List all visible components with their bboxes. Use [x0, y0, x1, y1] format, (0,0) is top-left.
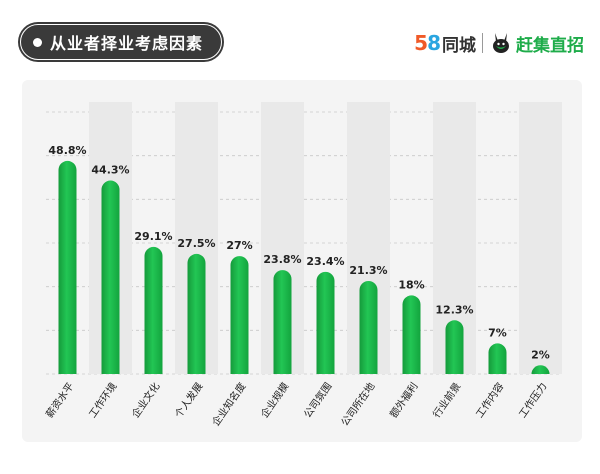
bar	[402, 295, 421, 374]
category-label: 公司氛围	[301, 380, 335, 420]
category-label: 行业前景	[430, 380, 464, 420]
logo-divider	[482, 33, 483, 53]
category-label: 企业规模	[258, 380, 292, 420]
bar-value-label: 7%	[488, 326, 507, 339]
title-pill-border: 从业者择业考虑因素	[20, 24, 222, 60]
bar-value-label: 27%	[226, 239, 252, 252]
category-labels: 薪资水平 工作环境 企业文化 个人发展 企业知名度 企业规模 公司氛围 公司所在地 额外福利 行业…	[44, 380, 550, 428]
chart-panel: 48.8% 44.3% 29.1% 27.5% 27% 23.8% 23.4% 21.3% 18…	[22, 80, 582, 442]
category-label: 工作压力	[516, 380, 550, 420]
category-label: 个人发展	[172, 380, 206, 420]
page-title: 从业者择业考虑因素	[50, 34, 204, 53]
bar-value-label: 29.1%	[134, 230, 172, 243]
category-label: 薪资水平	[44, 381, 77, 421]
bar	[359, 280, 378, 374]
bar-value-label: 44.3%	[91, 164, 129, 177]
bar	[273, 270, 292, 374]
bar	[230, 256, 249, 374]
title-bullet-icon	[33, 37, 42, 47]
bar-value-label: 18%	[398, 278, 424, 291]
category-label: 额外福利	[387, 380, 421, 420]
bar-value-label: 27.5%	[177, 237, 215, 250]
bar	[488, 343, 507, 374]
bar	[144, 246, 163, 374]
bar	[58, 160, 77, 374]
bar-value-label: 21.3%	[349, 264, 387, 277]
bar-value-label: 12.3%	[435, 303, 473, 316]
value-labels: 48.8% 44.3% 29.1% 27.5% 27% 23.8% 23.4% 21.3% 18…	[48, 144, 549, 361]
title-pill: 从业者择业考虑因素	[18, 22, 224, 62]
bar-value-label: 2%	[531, 348, 550, 361]
bar	[316, 271, 335, 374]
bar-value-label: 23.4%	[306, 255, 344, 268]
bar	[531, 365, 550, 374]
brand-logos: 58 同城 赶集直招	[414, 28, 584, 58]
bars	[58, 160, 550, 374]
category-label: 公司所在地	[338, 380, 377, 428]
category-label: 企业知名度	[209, 380, 248, 428]
logo-ganji-text: 赶集直招	[516, 35, 584, 56]
bar	[101, 180, 120, 374]
category-label: 企业文化	[129, 380, 163, 420]
bar-chart: 48.8% 44.3% 29.1% 27.5% 27% 23.8% 23.4% 21.3% 18…	[44, 102, 562, 428]
ganji-rabbit-icon	[493, 33, 509, 53]
bar	[187, 253, 206, 374]
bar	[445, 320, 464, 374]
category-label: 工作环境	[86, 380, 120, 420]
logo-58-digits: 58	[414, 31, 441, 55]
category-band	[519, 102, 562, 374]
bar-value-label: 48.8%	[48, 144, 86, 157]
bar-value-label: 23.8%	[263, 253, 301, 266]
logo-58-text: 同城	[442, 35, 476, 56]
category-label: 工作内容	[473, 380, 507, 420]
